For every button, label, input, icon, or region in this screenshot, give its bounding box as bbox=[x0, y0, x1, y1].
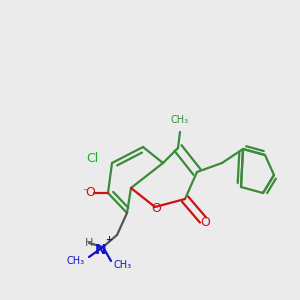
Text: CH₃: CH₃ bbox=[171, 115, 189, 125]
Text: +: + bbox=[106, 235, 112, 244]
Text: ⁻: ⁻ bbox=[82, 187, 88, 197]
Text: O: O bbox=[85, 187, 95, 200]
Text: O: O bbox=[151, 202, 161, 214]
Text: N: N bbox=[95, 243, 107, 257]
Text: H: H bbox=[85, 238, 93, 248]
Text: CH₃: CH₃ bbox=[113, 260, 131, 270]
Text: Cl: Cl bbox=[86, 152, 98, 166]
Text: CH₃: CH₃ bbox=[67, 256, 85, 266]
Text: O: O bbox=[200, 215, 210, 229]
